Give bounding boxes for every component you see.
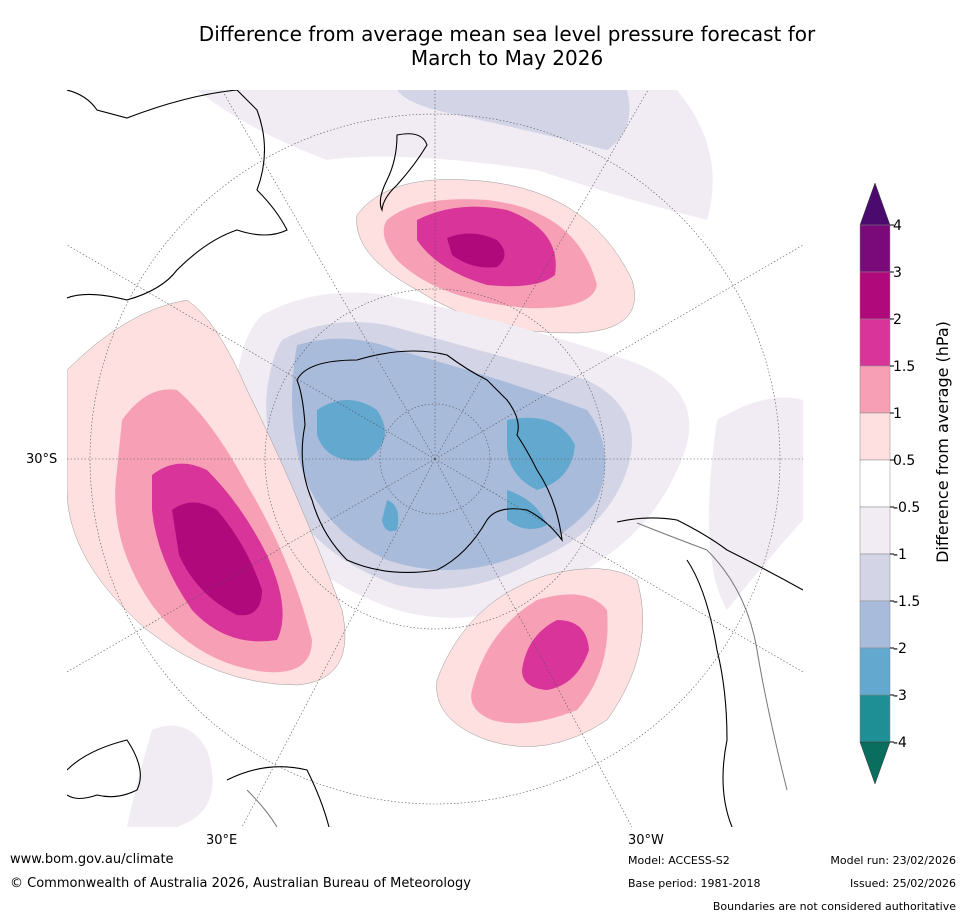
colorbar-segment bbox=[859, 224, 891, 273]
colorbar-tick-label: -2 bbox=[893, 641, 907, 657]
footer-issued: Issued: 25/02/2026 bbox=[849, 877, 956, 890]
colorbar-tick-label: 2 bbox=[893, 312, 902, 328]
chart-title: Difference from average mean sea level p… bbox=[0, 22, 965, 70]
colorbar-segment bbox=[859, 647, 891, 696]
graticule bbox=[67, 90, 803, 827]
title-line-2: March to May 2026 bbox=[410, 46, 604, 70]
footer-model-run: Model run: 23/02/2026 bbox=[830, 854, 956, 867]
anomaly-high-indian bbox=[67, 299, 346, 686]
colorbar-segment bbox=[859, 459, 891, 508]
colorbar: 4 3 2 1.5 1 0.5 -0.5 -1 -1.5 -2 -3 -4 Difference fr… bbox=[859, 182, 952, 785]
colorbar-tick-label: 4 bbox=[893, 218, 902, 234]
colorbar-tick-label: -4 bbox=[893, 735, 907, 751]
colorbar-segment bbox=[859, 506, 891, 555]
colorbar-extend-top bbox=[859, 182, 891, 226]
colorbar-extend-bottom bbox=[859, 741, 891, 785]
colorbar-segment bbox=[859, 318, 891, 367]
anomaly-high-atlantic bbox=[436, 568, 643, 747]
colorbar-tick-label: 1 bbox=[893, 406, 902, 422]
colorbar-segment bbox=[859, 694, 891, 743]
colorbar-segment bbox=[859, 600, 891, 649]
footer-model: Model: ACCESS-S2 bbox=[628, 854, 730, 867]
lon-label-30e: 30°E bbox=[206, 833, 238, 848]
colorbar-segment bbox=[859, 365, 891, 414]
colorbar-tick-label: -3 bbox=[893, 688, 907, 704]
colorbar-tick-label: 3 bbox=[893, 265, 902, 281]
footer-copyright: © Commonwealth of Australia 2026, Austra… bbox=[10, 876, 471, 891]
colorbar-tick-label: 0.5 bbox=[893, 453, 915, 469]
coastlines bbox=[67, 90, 803, 827]
colorbar-segment bbox=[859, 412, 891, 461]
colorbar-segment bbox=[859, 271, 891, 320]
colorbar-label: Difference from average (hPa) bbox=[933, 321, 952, 563]
footer-website[interactable]: www.bom.gov.au/climate bbox=[10, 852, 174, 867]
lon-label-30w: 30°W bbox=[628, 833, 664, 848]
anomaly-high-tasman bbox=[356, 179, 635, 334]
footer-disclaimer: Boundaries are not considered authoritat… bbox=[712, 900, 956, 913]
colorbar-tick-label: -0.5 bbox=[893, 500, 920, 516]
colorbar-tick-label: 1.5 bbox=[893, 359, 915, 375]
footer-base-period: Base period: 1981-2018 bbox=[628, 877, 761, 890]
lat-label-30s: 30°S bbox=[26, 452, 58, 467]
title-line-1: Difference from average mean sea level p… bbox=[198, 22, 816, 46]
colorbar-tick-label: -1 bbox=[893, 547, 907, 563]
polar-map bbox=[67, 90, 803, 827]
colorbar-tick-label: -1.5 bbox=[893, 594, 920, 610]
colorbar-segment bbox=[859, 553, 891, 602]
